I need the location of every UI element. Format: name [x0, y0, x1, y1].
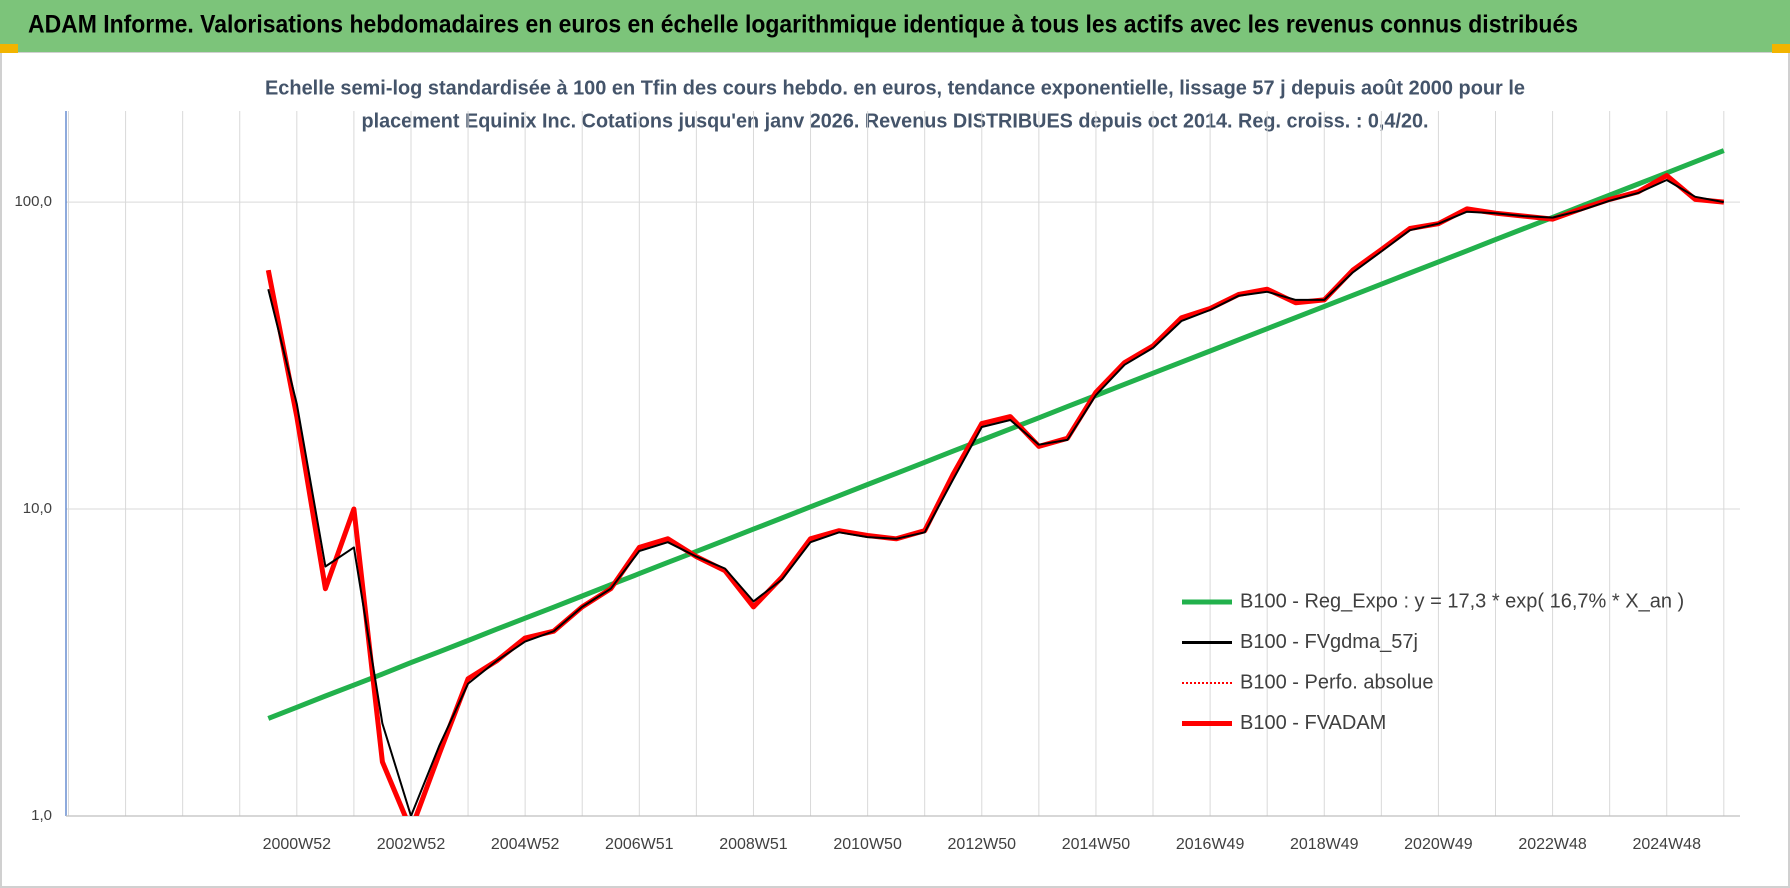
y-tick-label: 1,0 — [31, 807, 52, 824]
x-tick-label: 2000W52 — [263, 836, 332, 853]
x-tick-label: 2022W48 — [1518, 836, 1587, 853]
series-line — [265, 173, 1725, 816]
legend-label: B100 - Perfo. absolue — [1240, 671, 1433, 693]
x-tick-label: 2018W49 — [1290, 836, 1359, 853]
chart-subtitle: Echelle semi-log standardisée à 100 en T… — [265, 77, 1525, 99]
x-tick-label: 2010W50 — [833, 836, 902, 853]
y-tick-label: 100,0 — [14, 193, 52, 210]
corner-mark — [0, 44, 18, 53]
x-tick-label: 2020W49 — [1404, 836, 1473, 853]
title-bar — [0, 0, 1790, 52]
x-tick-label: 2008W51 — [719, 836, 788, 853]
legend-label: B100 - Reg_Expo : y = 17,3 * exp( 16,7% … — [1240, 590, 1684, 612]
corner-mark — [1772, 44, 1790, 53]
x-tick-label: 2006W51 — [605, 836, 674, 853]
x-tick-label: 2016W49 — [1176, 836, 1245, 853]
chart-title: ADAM Informe. Valorisations hebdomadaire… — [28, 11, 1578, 39]
x-tick-label: 2004W52 — [491, 836, 560, 853]
x-tick-label: 2014W50 — [1062, 836, 1131, 853]
chart-subtitle: placement Equinix Inc. Cotations jusqu'e… — [362, 110, 1429, 132]
legend-label: B100 - FVgdma_57j — [1240, 631, 1418, 653]
y-tick-label: 10,0 — [23, 500, 52, 517]
x-tick-label: 2012W50 — [948, 836, 1017, 853]
x-tick-label: 2024W48 — [1632, 836, 1701, 853]
series-line — [267, 148, 1725, 721]
series-line — [267, 179, 1724, 816]
x-tick-label: 2002W52 — [377, 836, 446, 853]
legend-label: B100 - FVADAM — [1240, 712, 1386, 734]
plot-lines — [265, 148, 1725, 816]
